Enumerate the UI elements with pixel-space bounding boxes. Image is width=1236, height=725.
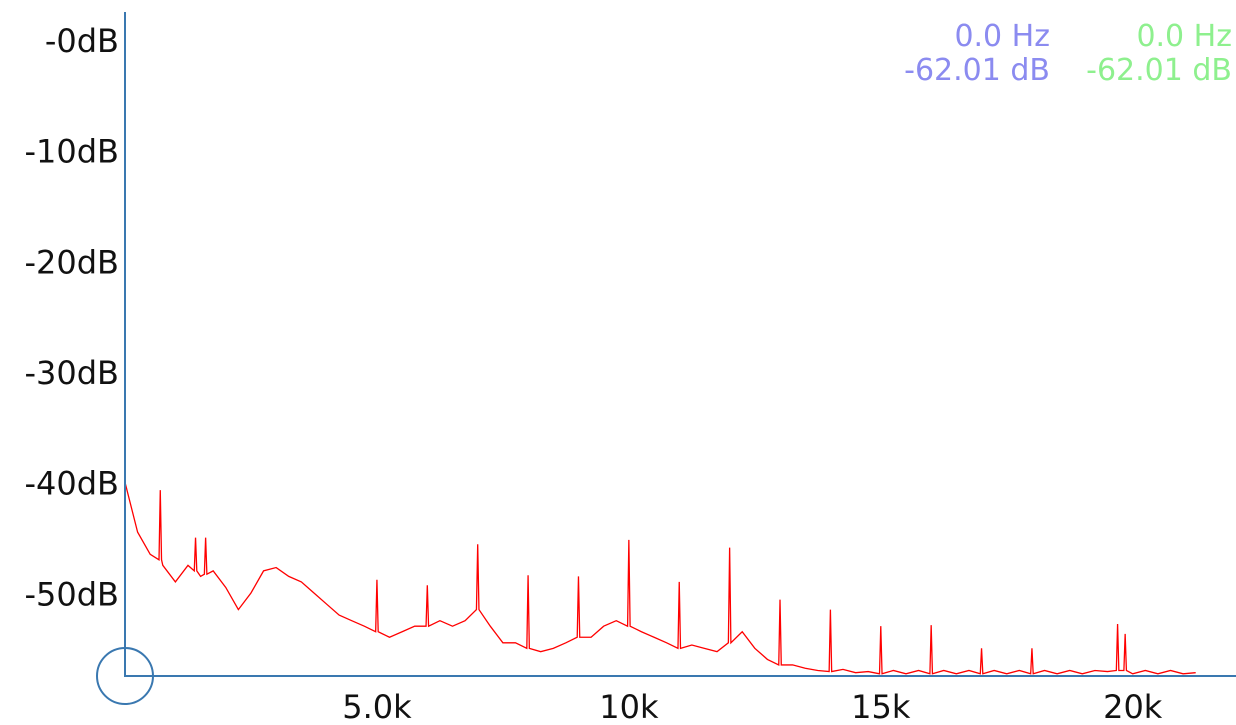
labels: -0dB -10dB -20dB -30dB -40dB -50dB 5.0k 10k 15k 2…	[24, 19, 1232, 725]
x-tick-label: 10k	[599, 688, 659, 725]
y-tick-label: -20dB	[24, 243, 119, 281]
x-tick-label: 5.0k	[342, 688, 412, 725]
y-tick-label: -40dB	[24, 465, 119, 503]
spectrum-line	[125, 482, 1196, 675]
x-tick-label: 15k	[851, 688, 911, 725]
plot-area	[125, 482, 1196, 675]
y-tick-label: -0dB	[45, 22, 119, 60]
cursor-level: -62.01 dB	[1086, 53, 1232, 88]
y-tick-label: -10dB	[24, 133, 119, 171]
cursor-handle[interactable]	[96, 647, 154, 705]
cursor-frequency: 0.0 Hz	[954, 19, 1050, 54]
cursor-frequency: 0.0 Hz	[1136, 19, 1232, 54]
y-tick-label: -50dB	[24, 575, 119, 613]
x-tick-label: 20k	[1103, 688, 1163, 725]
y-tick-label: -30dB	[24, 354, 119, 392]
cursor-level: -62.01 dB	[904, 53, 1050, 88]
